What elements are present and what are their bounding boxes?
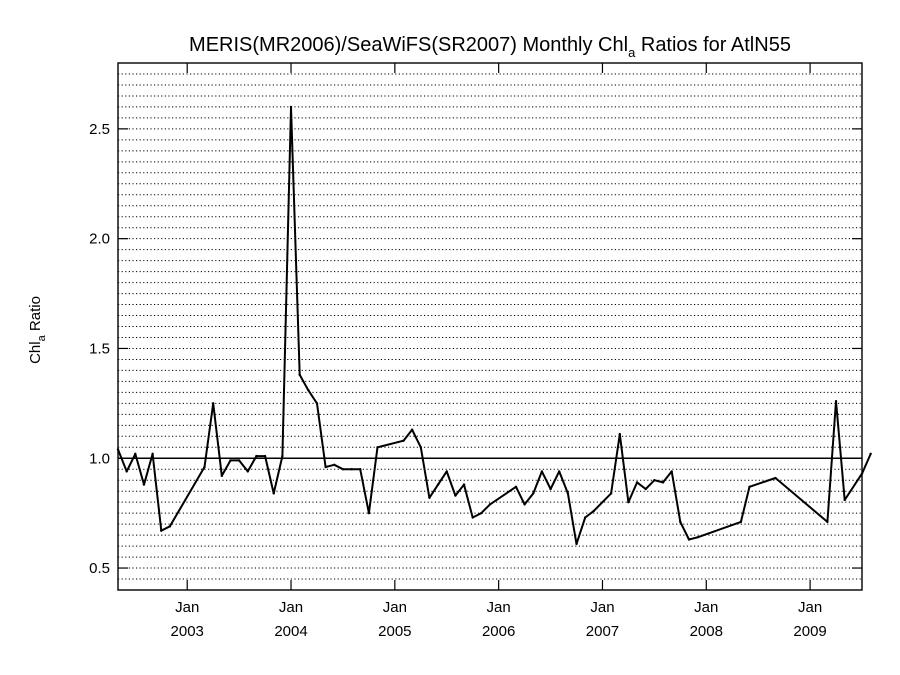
data-point: [211, 402, 215, 405]
y-tick-label: 2.5: [89, 121, 110, 138]
x-tick-month-label: Jan: [590, 599, 614, 616]
data-point: [237, 459, 241, 462]
data-point: [151, 452, 154, 456]
data-point: [333, 463, 336, 467]
data-point: [298, 373, 301, 377]
data-point: [471, 516, 474, 519]
chart-title-main: MERIS(MR2006)/SeaWiFS(SR2007) Monthly Ch…: [189, 34, 628, 56]
x-tick-year-label: 2007: [586, 623, 619, 640]
data-point: [324, 465, 327, 469]
data-point: [246, 470, 249, 473]
chart-title-subscript: a: [628, 45, 636, 60]
data-point: [367, 511, 371, 515]
data-point: [748, 485, 751, 488]
x-tick-year-label: 2005: [378, 623, 411, 640]
data-point: [359, 468, 362, 471]
data-point: [523, 503, 526, 506]
y-tick-label: 2.0: [89, 231, 110, 248]
data-point: [566, 492, 570, 495]
data-point: [315, 402, 319, 405]
plot-frame: [117, 62, 863, 591]
data-point: [142, 483, 146, 486]
data-point: [255, 454, 258, 458]
data-point: [532, 492, 535, 495]
data-point: [410, 428, 414, 431]
data-point: [125, 470, 128, 473]
data-point: [402, 439, 405, 442]
data-point: [679, 520, 682, 524]
x-tick-year-label: 2008: [690, 623, 723, 640]
data-point: [826, 520, 829, 524]
data-point: [419, 446, 422, 449]
data-point: [540, 470, 544, 473]
data-point: [583, 516, 587, 519]
data-point: [575, 542, 578, 546]
series-line: [117, 105, 872, 545]
x-tick-month-label: Jan: [798, 599, 822, 616]
data-point: [454, 494, 457, 497]
data-point: [609, 492, 613, 495]
x-tick-month-label: Jan: [175, 599, 199, 616]
data-point: [350, 468, 353, 471]
x-tick-year-label: 2009: [793, 623, 826, 640]
data-point: [445, 470, 448, 473]
y-axis-label-main: Chl: [27, 341, 44, 364]
x-tick-month-label: Jan: [694, 599, 718, 616]
data-point: [618, 432, 621, 436]
data-point: [160, 529, 163, 532]
data-point: [307, 388, 310, 392]
chart-title: MERIS(MR2006)/SeaWiFS(SR2007) Monthly Ch…: [189, 34, 791, 60]
data-point: [480, 511, 483, 515]
data-point: [869, 452, 872, 456]
y-tick-label: 1.5: [89, 340, 110, 357]
x-tick-month-label: Jan: [487, 599, 511, 616]
x-tick-month-label: Jan: [383, 599, 407, 616]
axis-ticks: 0.5 1.0 1.5 2.0 2.5 Jan 2003 Jan 2004 Jan 2005 Jan 2…: [89, 63, 862, 640]
data-point: [592, 509, 596, 513]
y-axis-label: Chla Ratio: [27, 296, 48, 364]
data-point: [203, 465, 206, 469]
data-point: [428, 496, 431, 499]
series-layer: [116, 105, 872, 546]
data-point: [627, 500, 630, 504]
y-tick-label: 0.5: [89, 560, 110, 577]
data-point: [558, 470, 561, 473]
data-point: [843, 498, 846, 502]
grid-lines: [118, 73, 862, 580]
data-point: [168, 525, 172, 528]
data-point: [834, 399, 838, 403]
y-tick-label: 1.0: [89, 450, 110, 467]
data-point: [281, 454, 284, 458]
data-point: [670, 470, 673, 473]
data-point: [635, 481, 639, 484]
x-tick-year-label: 2004: [274, 623, 307, 640]
data-point: [549, 487, 552, 491]
data-point: [687, 538, 691, 541]
data-point: [376, 446, 379, 449]
data-point: [661, 481, 665, 484]
data-point: [644, 487, 647, 491]
data-point: [696, 536, 699, 539]
data-point: [514, 485, 518, 488]
data-point: [289, 105, 293, 109]
data-point: [220, 474, 224, 478]
x-tick-year-label: 2006: [482, 623, 515, 640]
data-point: [134, 452, 137, 456]
chart-title-suffix: Ratios for AtlN55: [635, 34, 791, 56]
data-point: [774, 476, 777, 480]
x-tick-year-label: 2003: [171, 623, 204, 640]
data-point: [739, 520, 743, 524]
data-point: [653, 479, 656, 482]
data-point: [462, 483, 466, 486]
data-point: [229, 459, 232, 462]
data-point: [263, 454, 267, 458]
y-axis-label-suffix: Ratio: [27, 296, 44, 335]
x-tick-month-label: Jan: [279, 599, 303, 616]
data-point: [341, 468, 345, 471]
data-point: [488, 503, 492, 506]
data-point: [436, 483, 440, 486]
data-point: [272, 492, 275, 495]
y-axis-label-subscript: a: [36, 334, 48, 341]
